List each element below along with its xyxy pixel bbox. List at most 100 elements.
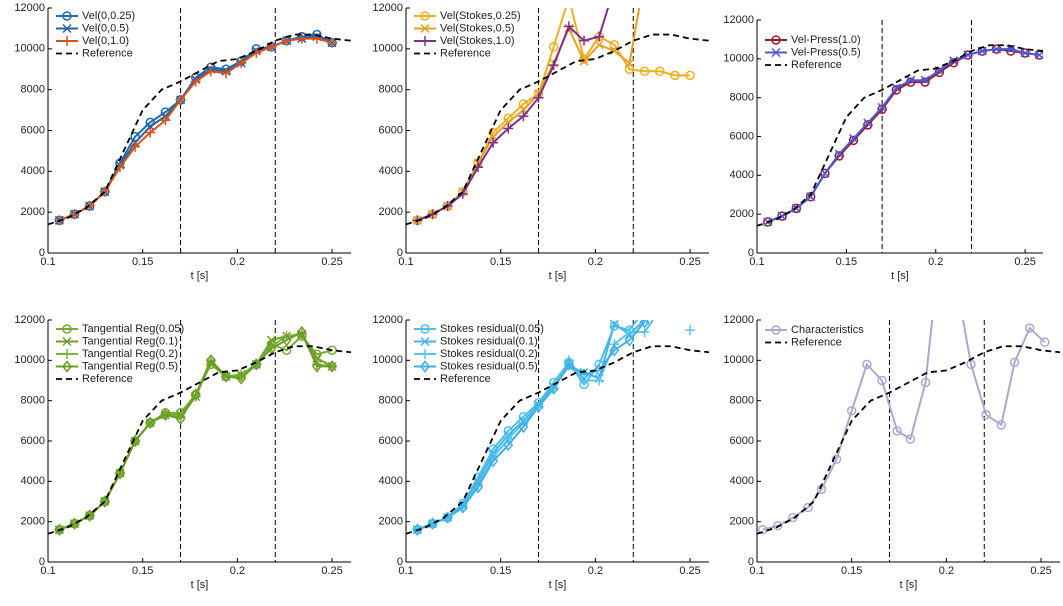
- legend-marker: [420, 336, 430, 347]
- point: [891, 85, 902, 95]
- x-tick-label: 0.1: [40, 565, 55, 577]
- legend-label: Reference: [82, 47, 133, 59]
- plot-area: [406, 0, 709, 226]
- point: [457, 501, 468, 514]
- panel: 0 2000 4000 6000 8000 10000 12000 0.1 0.15 0.2 0.2…: [372, 0, 709, 282]
- legend-marker: [420, 11, 430, 21]
- legend-label: Tangential Reg(0.05): [82, 323, 184, 335]
- reference-line: [48, 345, 351, 535]
- point: [655, 66, 665, 77]
- legend-marker: [420, 349, 430, 359]
- legend-label: Stokes residual(0.2): [440, 348, 538, 360]
- point: [981, 410, 991, 420]
- y-tick-label: 4000: [379, 165, 403, 177]
- y-tick-label: 0: [39, 556, 45, 568]
- point: [236, 58, 247, 69]
- point: [579, 35, 590, 46]
- legend: Tangential Reg(0.05)Tangential Reg(0.1)T…: [56, 323, 184, 385]
- legend-marker: [62, 23, 72, 34]
- point: [863, 118, 873, 128]
- y-tick-label: 6000: [730, 435, 754, 447]
- point: [579, 54, 589, 64]
- point: [175, 412, 186, 426]
- point: [996, 420, 1007, 430]
- legend-marker: [62, 36, 72, 46]
- x-tick-label: 0.15: [132, 256, 153, 268]
- point: [54, 523, 65, 536]
- point: [115, 467, 125, 480]
- y-tick-label: 0: [39, 247, 45, 259]
- legend-label: Vel(Stokes,1.0): [440, 35, 515, 47]
- point: [565, 0, 573, 2]
- y-tick-label: 6000: [730, 130, 754, 142]
- panel: 0 2000 4000 6000 8000 10000 12000 0.1 0.15 0.2 0.2…: [723, 276, 1060, 591]
- point: [820, 168, 830, 178]
- x-tick-label: 0.25: [1030, 565, 1051, 577]
- x-tick-label: 0.15: [836, 256, 857, 268]
- series-line: [416, 321, 646, 531]
- series-line: [762, 320, 1046, 531]
- legend-label: Vel-Press(1.0): [791, 34, 861, 46]
- point: [221, 68, 232, 79]
- point: [99, 495, 110, 508]
- point: [190, 76, 201, 87]
- point: [803, 502, 813, 513]
- point: [641, 306, 649, 314]
- point: [296, 325, 307, 339]
- point: [685, 325, 696, 336]
- point: [639, 320, 650, 329]
- legend: Vel-Press(1.0)Vel-Press(0.5)Reference: [765, 34, 861, 71]
- point: [624, 64, 635, 74]
- point: [1009, 357, 1020, 368]
- legend-label: Stokes residual(0.05): [440, 323, 544, 335]
- point: [145, 416, 156, 430]
- point: [160, 408, 171, 421]
- point: [791, 203, 802, 214]
- point: [594, 375, 605, 386]
- x-tick-label: 0.2: [230, 256, 245, 268]
- point: [327, 37, 338, 48]
- point: [99, 186, 110, 197]
- point: [655, 305, 665, 315]
- y-tick-label: 10000: [723, 354, 754, 366]
- y-tick-label: 8000: [730, 395, 754, 407]
- x-tick-label: 0.1: [398, 565, 413, 577]
- legend-marker: [420, 23, 430, 34]
- x-tick-label: 0.25: [679, 256, 700, 268]
- point: [966, 359, 976, 370]
- point: [190, 388, 201, 401]
- x-tick-label: 0.2: [230, 565, 245, 577]
- panel: 0 2000 4000 6000 8000 10000 12000 0.1 0.15 0.2 0.2…: [14, 2, 351, 282]
- point: [175, 94, 186, 105]
- x-tick-label: 0.25: [1014, 256, 1035, 268]
- y-tick-label: 0: [397, 247, 403, 259]
- legend-marker: [62, 336, 72, 347]
- x-tick-label: 0.2: [588, 256, 603, 268]
- plot-area: [406, 305, 709, 536]
- point: [920, 75, 930, 85]
- point: [205, 354, 216, 367]
- x-tick-label: 0.15: [490, 256, 511, 268]
- plot-area: [48, 325, 351, 536]
- y-tick-label: 12000: [723, 14, 754, 26]
- point: [488, 454, 499, 468]
- x-tick-label: 0.1: [749, 256, 764, 268]
- point: [952, 276, 960, 284]
- y-tick-label: 8000: [379, 395, 403, 407]
- point: [130, 131, 140, 142]
- legend-label: Vel(0,0.25): [82, 10, 135, 22]
- reference-line: [406, 33, 709, 226]
- point: [991, 44, 1002, 54]
- reference-line: [48, 33, 351, 226]
- point: [863, 120, 873, 130]
- x-axis-label: t [s]: [891, 270, 909, 282]
- point: [563, 21, 574, 32]
- x-tick-label: 0.25: [679, 565, 700, 577]
- point: [548, 42, 559, 52]
- point: [777, 211, 787, 221]
- x-tick-label: 0.15: [490, 565, 511, 577]
- legend-label: Tangential Reg(0.5): [82, 360, 178, 372]
- x-tick-label: 0.1: [749, 565, 764, 577]
- point: [920, 377, 931, 388]
